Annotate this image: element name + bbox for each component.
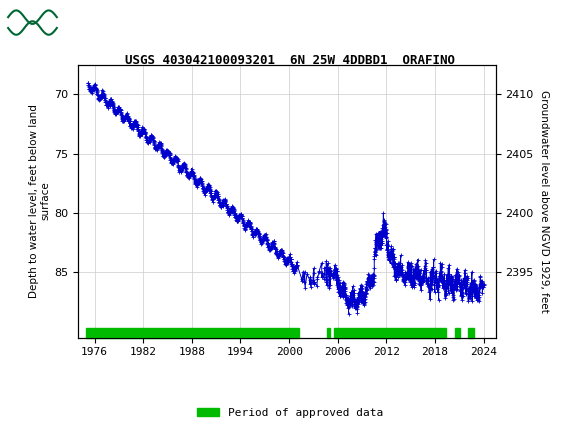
- Bar: [327, 328, 331, 338]
- Y-axis label: Groundwater level above NGVD 1929, feet: Groundwater level above NGVD 1929, feet: [539, 89, 549, 313]
- Legend: Period of approved data: Period of approved data: [193, 403, 387, 422]
- Bar: [334, 328, 445, 338]
- Bar: [467, 328, 474, 338]
- Bar: [86, 328, 299, 338]
- Y-axis label: Depth to water level, feet below land
surface: Depth to water level, feet below land su…: [28, 104, 50, 298]
- Text: USGS 403042100093201  6N 25W 4DDBD1  ORAFINO: USGS 403042100093201 6N 25W 4DDBD1 ORAFI…: [125, 54, 455, 67]
- Bar: [455, 328, 460, 338]
- Text: USGS: USGS: [67, 12, 130, 33]
- Bar: [7, 6, 59, 40]
